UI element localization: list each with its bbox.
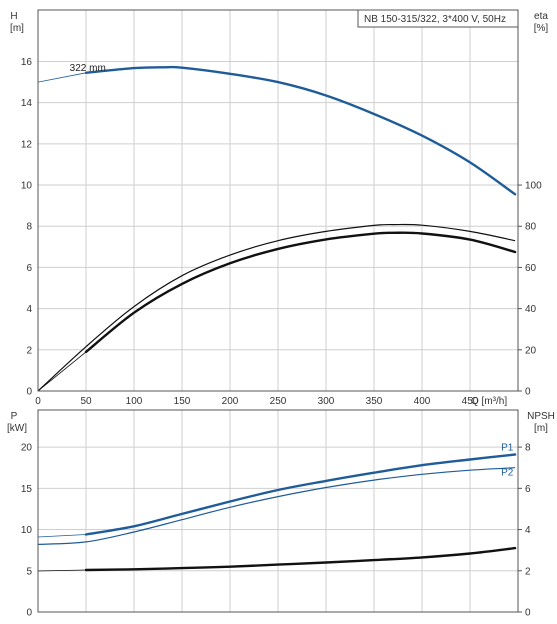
- curve-p1-extension: [37, 534, 87, 538]
- left-axis-tick-label: 0: [26, 387, 32, 398]
- curve-series-2: [37, 223, 516, 392]
- left-axis-tick-label: 5: [26, 566, 32, 577]
- x-axis-tick-label: 150: [174, 396, 191, 407]
- right-axis-tick-label: 80: [525, 222, 537, 233]
- right-axis-tick-label: 2: [525, 566, 531, 577]
- x-axis-tick-label: 400: [414, 396, 431, 407]
- right-axis-tick-label: 60: [525, 263, 537, 274]
- chart-title-box: NB 150-315/322, 3*400 V, 50Hz: [357, 9, 519, 28]
- series-label-322-mm: 322 mm: [70, 63, 106, 74]
- head-axis-unit: [m]: [10, 23, 24, 34]
- left-axis-tick-label: 10: [21, 181, 33, 192]
- left-axis-tick-label: 8: [26, 222, 32, 233]
- curve-series-1: [84, 231, 517, 354]
- right-axis-tick-label: 6: [525, 484, 531, 495]
- head-axis-label: H: [10, 11, 17, 22]
- curve-322-mm: [84, 65, 517, 196]
- right-axis-tick-label: 4: [525, 525, 531, 536]
- left-axis-tick-label: 14: [21, 98, 33, 109]
- left-axis-tick-label: 4: [26, 304, 32, 315]
- top-plot-frame: [37, 9, 519, 392]
- left-axis-tick-label: 15: [21, 484, 33, 495]
- flow-axis-label: Q [m³/h]: [471, 396, 507, 407]
- x-axis-tick-label: 50: [80, 396, 92, 407]
- curve-p1: [84, 453, 517, 536]
- top-grid: [38, 10, 518, 391]
- right-axis-tick-label: 0: [525, 608, 531, 619]
- npsh-axis-label: NPSH: [527, 411, 555, 422]
- x-axis-tick-label: 0: [35, 396, 41, 407]
- head-efficiency-panel: 322 mm 0 2 4 6 8 10 12 14 16 0 20 40 60 80 100 0 50 100 15…: [10, 9, 549, 407]
- curve-322-mm-extension: [37, 72, 87, 83]
- left-axis-tick-label: 20: [21, 443, 33, 454]
- bottom-tick-labels: 0 5 10 15 20 0 2 4 6 8: [21, 443, 531, 619]
- chart-title: NB 150-315/322, 3*400 V, 50Hz: [364, 14, 506, 25]
- right-axis-tick-label: 20: [525, 345, 537, 356]
- left-axis-tick-label: 10: [21, 525, 33, 536]
- x-axis-tick-label: 100: [126, 396, 143, 407]
- right-axis-tick-label: 100: [525, 181, 542, 192]
- curve-series-2: [84, 546, 517, 572]
- top-series-group: 322 mm: [37, 63, 517, 392]
- npsh-axis-unit: [m]: [534, 423, 548, 434]
- x-axis-tick-label: 300: [318, 396, 335, 407]
- left-axis-tick-label: 6: [26, 263, 32, 274]
- power-npsh-panel: P1 P2 0 5 10 15 20 0 2 4 6 8 P [kW] NPSH [m]: [7, 409, 555, 619]
- left-axis-tick-label: 0: [26, 608, 32, 619]
- curve-series-1-extension: [37, 351, 87, 392]
- left-axis-tick-label: 12: [21, 139, 33, 150]
- power-axis-label: P: [11, 411, 18, 422]
- left-axis-tick-label: 16: [21, 57, 33, 68]
- power-axis-unit: [kW]: [7, 423, 27, 434]
- x-axis-tick-label: 200: [222, 396, 239, 407]
- bottom-plot-frame: [37, 409, 519, 613]
- x-axis-tick-label: 350: [366, 396, 383, 407]
- x-axis-tick-label: 450: [462, 396, 479, 407]
- efficiency-axis-unit: [%]: [534, 23, 549, 34]
- series-label-p2: P2: [501, 468, 514, 479]
- efficiency-axis-label: eta: [534, 11, 548, 22]
- right-axis-tick-label: 40: [525, 304, 537, 315]
- right-axis-tick-label: 0: [525, 387, 531, 398]
- bottom-series-group: P1 P2: [37, 443, 517, 572]
- right-axis-tick-label: 8: [525, 443, 531, 454]
- series-label-p1: P1: [501, 443, 514, 454]
- bottom-grid: [38, 410, 518, 612]
- curve-series-2-extension: [37, 569, 87, 572]
- top-tick-labels: 0 2 4 6 8 10 12 14 16 0 20 40 60 80 100 0 50 100 150 200 250…: [21, 57, 542, 407]
- x-axis-tick-label: 250: [270, 396, 287, 407]
- left-axis-tick-label: 2: [26, 345, 32, 356]
- curve-p2: [37, 467, 516, 545]
